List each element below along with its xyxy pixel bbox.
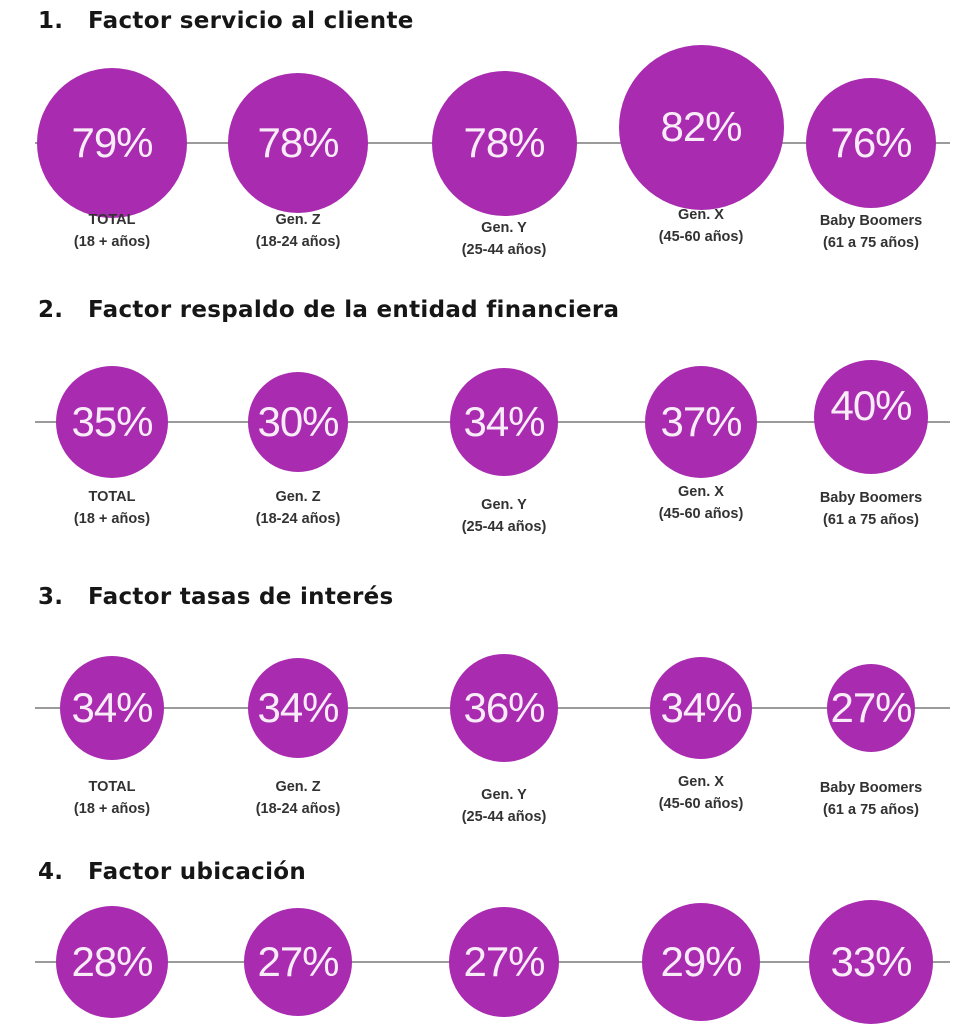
category-name-label: Baby Boomers xyxy=(819,780,923,796)
section-3-number: 3. xyxy=(38,584,64,610)
section-4-title: 4. Factor ubicación xyxy=(38,859,306,885)
bubble-value: 29% xyxy=(660,938,742,985)
bubble-baby-boomers: 33% xyxy=(809,900,933,1024)
category-name-label: TOTAL xyxy=(88,779,136,795)
bubble-gen-y: 36% xyxy=(450,654,558,762)
bubble-value: 27% xyxy=(463,938,545,985)
bubble-value: 37% xyxy=(660,398,742,445)
section-1-number: 1. xyxy=(38,8,64,34)
category-age-label: (25-44 años) xyxy=(461,519,547,535)
bubble-total: 35% xyxy=(56,366,168,478)
bubble-value: 30% xyxy=(257,398,339,445)
bubble-value: 78% xyxy=(257,119,339,166)
bubble-value: 28% xyxy=(71,938,153,985)
bubble-value: 34% xyxy=(463,398,545,445)
bubble-gen-x: 37% xyxy=(645,366,757,478)
category-age-label: (45-60 años) xyxy=(658,506,744,522)
category-name-label: Gen. Y xyxy=(481,220,527,236)
category-age-label: (25-44 años) xyxy=(461,242,547,258)
bubble-gen-y: 34% xyxy=(450,368,558,476)
category-name-label: Gen. Z xyxy=(275,779,321,795)
section-3-title: 3. Factor tasas de interés xyxy=(38,584,394,610)
bubble-gen-z: 27% xyxy=(244,908,352,1016)
bubble-value: 78% xyxy=(463,119,545,166)
category-name-label: Gen. Z xyxy=(275,489,321,505)
bubble-value: 82% xyxy=(660,103,742,150)
category-name-label: TOTAL xyxy=(88,489,136,505)
category-age-label: (18 + años) xyxy=(73,234,151,250)
bubble-baby-boomers: 27% xyxy=(827,664,915,752)
bubble-baby-boomers: 40% xyxy=(814,360,928,474)
category-age-label: (18-24 años) xyxy=(255,511,341,527)
bubble-gen-z: 78% xyxy=(228,73,368,213)
category-age-label: (18-24 años) xyxy=(255,234,341,250)
category-age-label: (61 a 75 años) xyxy=(823,802,919,818)
bubble-value: 27% xyxy=(257,938,339,985)
section-1-title: 1. Factor servicio al cliente xyxy=(38,8,414,34)
bubble-value: 27% xyxy=(830,684,912,731)
bubble-value: 34% xyxy=(660,684,742,731)
bubble-value: 36% xyxy=(463,684,545,731)
category-name-label: Gen. Z xyxy=(275,212,321,228)
bubble-value: 34% xyxy=(71,684,153,731)
category-age-label: (18-24 años) xyxy=(255,801,341,817)
bubble-gen-x: 82% xyxy=(618,44,784,210)
category-age-label: (25-44 años) xyxy=(461,809,547,825)
bubble-gen-x: 34% xyxy=(650,657,752,759)
section-3-title-text: Factor tasas de interés xyxy=(88,584,394,610)
bubble-value: 79% xyxy=(71,119,153,166)
bubble-gen-z: 34% xyxy=(248,658,348,758)
category-age-label: (45-60 años) xyxy=(658,229,744,245)
category-age-label: (18 + años) xyxy=(73,511,151,527)
section-2-title: 2. Factor respaldo de la entidad financi… xyxy=(38,297,619,323)
bubble-value: 40% xyxy=(830,382,912,429)
category-name-label: Baby Boomers xyxy=(819,213,923,229)
bubble-gen-y: 27% xyxy=(449,907,559,1017)
section-2-number: 2. xyxy=(38,297,64,323)
bubble-total: 79% xyxy=(37,68,187,218)
bubble-gen-z: 30% xyxy=(248,372,348,472)
section-2-title-text: Factor respaldo de la entidad financiera xyxy=(88,297,620,323)
section-1-title-text: Factor servicio al cliente xyxy=(88,8,414,34)
bubble-total: 28% xyxy=(56,906,168,1018)
bubble-total: 34% xyxy=(60,656,164,760)
bubble-gen-y: 78% xyxy=(431,70,577,216)
bubble-gen-x: 29% xyxy=(642,903,760,1021)
category-age-label: (18 + años) xyxy=(73,801,151,817)
category-age-label: (45-60 años) xyxy=(658,796,744,812)
section-4-number: 4. xyxy=(38,859,64,885)
category-name-label: Gen. Y xyxy=(481,497,527,513)
bubble-value: 35% xyxy=(71,398,153,445)
bubble-baby-boomers: 76% xyxy=(806,78,936,208)
category-name-label: Gen. X xyxy=(678,484,724,500)
category-name-label: Baby Boomers xyxy=(819,490,923,506)
category-name-label: Gen. X xyxy=(678,774,724,790)
category-name-label: Gen. X xyxy=(678,207,724,223)
bubble-value: 34% xyxy=(257,684,339,731)
bubble-value: 33% xyxy=(830,938,912,985)
category-name-label: TOTAL xyxy=(88,212,136,228)
category-age-label: (61 a 75 años) xyxy=(823,235,919,251)
category-age-label: (61 a 75 años) xyxy=(823,512,919,528)
section-4-title-text: Factor ubicación xyxy=(88,859,307,885)
category-name-label: Gen. Y xyxy=(481,787,527,803)
bubble-value: 76% xyxy=(830,119,912,166)
